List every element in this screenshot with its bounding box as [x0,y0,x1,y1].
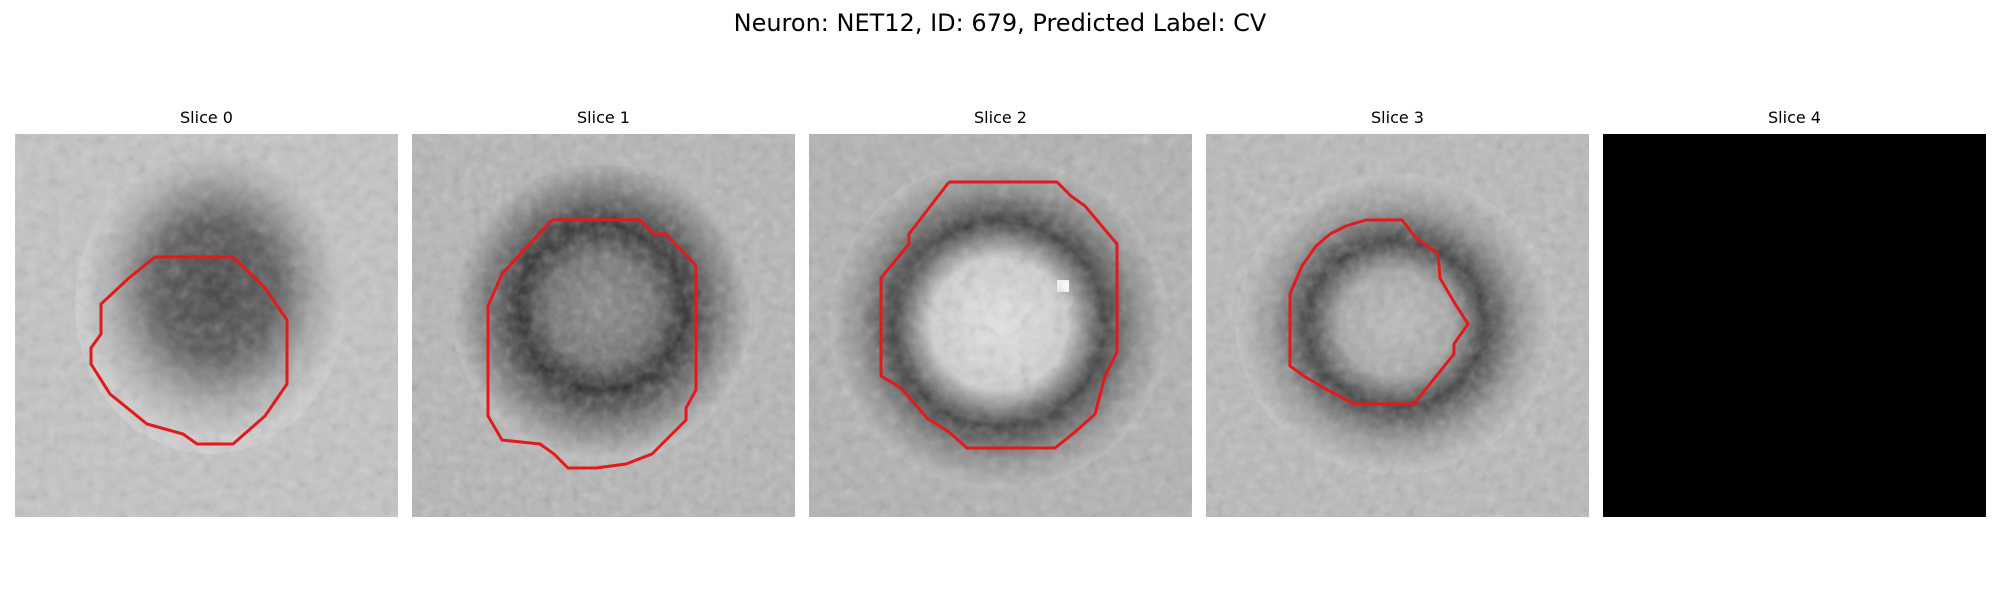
slice-title-3: Slice 3 [1371,108,1424,127]
slice-title-2: Slice 2 [974,108,1027,127]
slice-panel-2: Slice 2 [809,108,1192,517]
slice-image-0 [15,134,398,517]
slice-title-4: Slice 4 [1768,108,1821,127]
slice-title-0: Slice 0 [180,108,233,127]
slice-panel-0: Slice 0 [15,108,398,517]
slice-image-2 [809,134,1192,517]
slice-panel-1: Slice 1 [412,108,795,517]
slice-panel-3: Slice 3 [1206,108,1589,517]
contour-2 [879,180,1119,450]
figure-title: Neuron: NET12, ID: 679, Predicted Label:… [733,9,1267,37]
contour-1 [486,218,698,470]
slice-image-4 [1603,134,1986,517]
slice-title-1: Slice 1 [577,108,630,127]
slice-image-3 [1206,134,1589,517]
contour-0 [89,255,289,446]
slice-image-1 [412,134,795,517]
slice-panel-4: Slice 4 [1603,108,1986,517]
contour-3 [1288,218,1470,406]
